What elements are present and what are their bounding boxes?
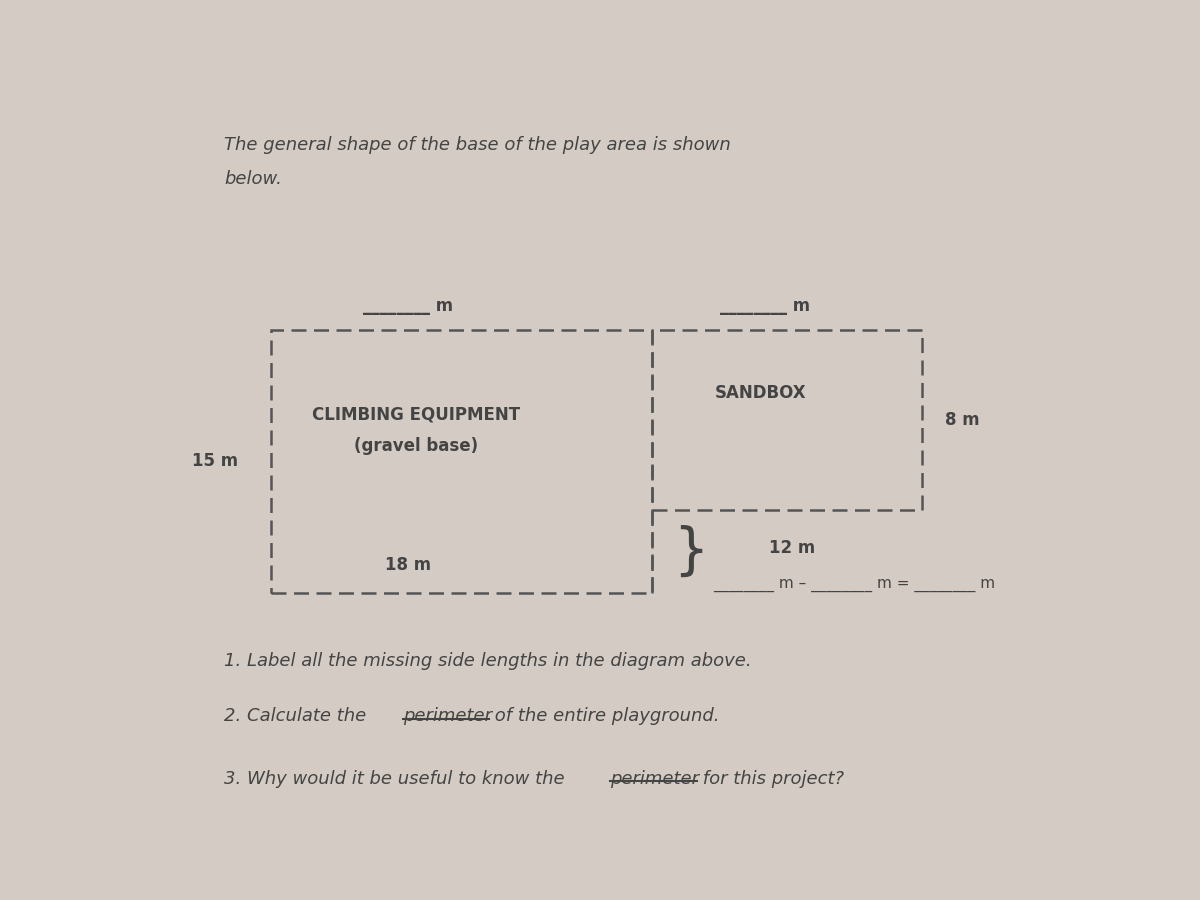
Bar — [653, 329, 922, 510]
Text: 8 m: 8 m — [946, 410, 979, 428]
Text: of the entire playground.: of the entire playground. — [490, 707, 720, 725]
Text: (gravel base): (gravel base) — [354, 436, 478, 454]
Text: 18 m: 18 m — [385, 555, 431, 573]
Bar — [271, 329, 653, 593]
Text: ________ m: ________ m — [364, 296, 454, 314]
Text: 3. Why would it be useful to know the: 3. Why would it be useful to know the — [224, 770, 571, 788]
Text: perimeter: perimeter — [403, 707, 492, 725]
Text: SANDBOX: SANDBOX — [714, 383, 806, 401]
Text: ________ m: ________ m — [720, 296, 810, 314]
Text: 1. Label all the missing side lengths in the diagram above.: 1. Label all the missing side lengths in… — [224, 652, 752, 670]
Text: The general shape of the base of the play area is shown: The general shape of the base of the pla… — [224, 136, 731, 154]
Text: 2. Calculate the: 2. Calculate the — [224, 707, 372, 725]
Text: for this project?: for this project? — [697, 770, 844, 788]
Text: 15 m: 15 m — [192, 453, 239, 471]
Text: perimeter: perimeter — [611, 770, 700, 788]
Text: ________ m – ________ m = ________ m: ________ m – ________ m = ________ m — [713, 577, 995, 592]
Text: CLIMBING EQUIPMENT: CLIMBING EQUIPMENT — [312, 405, 520, 423]
Text: 12 m: 12 m — [769, 539, 816, 557]
Text: }: } — [673, 525, 708, 579]
Text: below.: below. — [224, 170, 282, 188]
